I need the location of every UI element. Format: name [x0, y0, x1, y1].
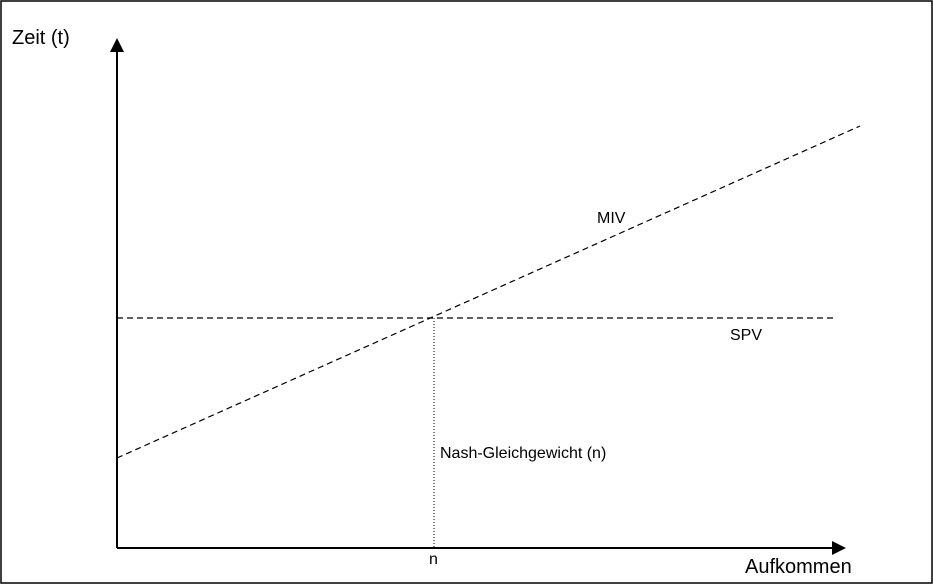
miv-label: MIV	[597, 210, 626, 227]
spv-label: SPV	[730, 327, 762, 344]
x-axis-label: Aufkommen	[745, 556, 852, 578]
x-tick-label-n: n	[429, 551, 438, 568]
equilibrium-label: Nash-Gleichgewicht (n)	[440, 445, 606, 462]
miv-curve	[116, 125, 861, 459]
y-axis-label: Zeit (t)	[12, 27, 70, 49]
